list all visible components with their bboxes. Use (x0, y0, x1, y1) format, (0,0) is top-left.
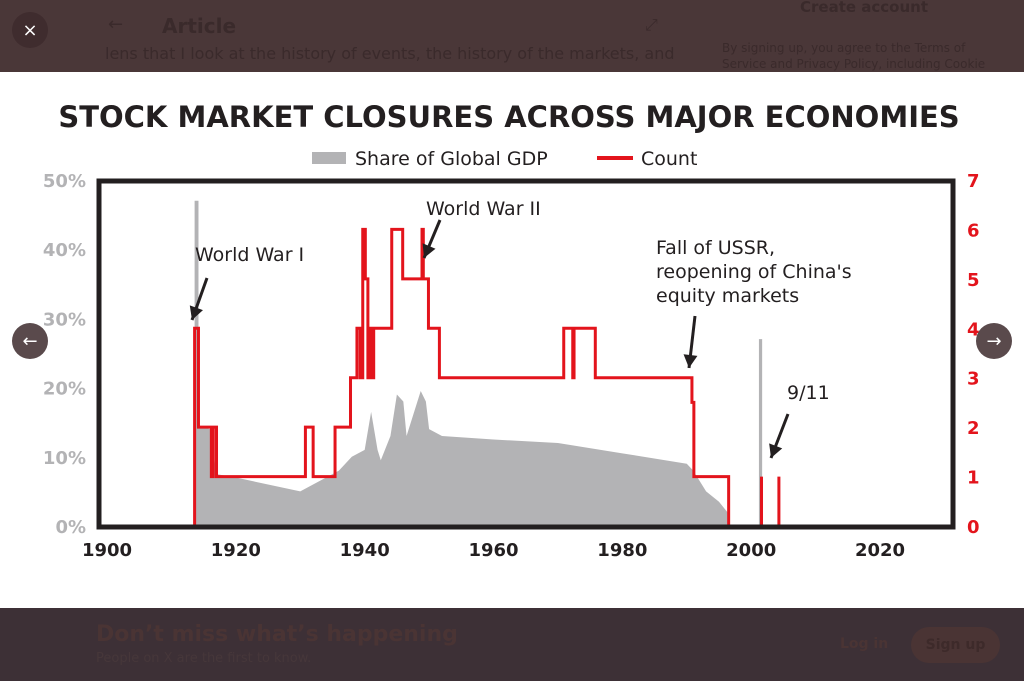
arrow-head-icon (422, 243, 436, 258)
background-page-header: ← Article ⤢ lens that I look at the hist… (0, 0, 1024, 72)
arrow-head-icon (683, 354, 698, 368)
y-left-tick-label: 30% (43, 309, 86, 330)
y-right-tick-label: 5 (967, 270, 980, 291)
header-title: Article (162, 14, 237, 38)
image-viewer: STOCK MARKET CLOSURES ACROSS MAJOR ECONO… (0, 72, 1024, 608)
arrow-head-icon (189, 305, 203, 320)
create-account-title: Create account (800, 0, 929, 16)
y-left-tick-label: 50% (43, 171, 86, 192)
y-left-tick-label: 0% (55, 517, 86, 538)
arrow-head-icon (769, 443, 783, 458)
login-button[interactable]: Log in (840, 636, 889, 652)
x-tick-label: 1960 (468, 540, 518, 561)
legend: Share of Global GDP Count (312, 148, 697, 170)
next-image-button[interactable]: → (976, 323, 1012, 359)
banner-subtitle: People on X are the first to know. (96, 651, 312, 666)
article-snippet: lens that I look at the history of event… (105, 44, 675, 63)
y-left-tick-label: 40% (43, 240, 86, 261)
x-tick-label: 2000 (726, 540, 776, 561)
x-tick-label: 1940 (340, 540, 390, 561)
previous-image-button[interactable]: ← (12, 323, 48, 359)
expand-icon: ⤢ (645, 15, 658, 34)
close-button[interactable]: × (12, 12, 48, 48)
annotation-label: equity markets (656, 285, 799, 307)
x-tick-label: 1980 (597, 540, 647, 561)
y-left-tick-label: 10% (43, 448, 86, 469)
gdp-share-area (194, 200, 763, 526)
y-right-tick-label: 0 (967, 517, 980, 538)
back-arrow-icon: ← (108, 14, 124, 35)
banner-title: Don’t miss what’s happening (96, 622, 458, 647)
y-right-tick-label: 2 (967, 418, 980, 439)
x-tick-label: 2020 (855, 540, 905, 561)
chart-title: STOCK MARKET CLOSURES ACROSS MAJOR ECONO… (58, 100, 959, 134)
annotation-label: World War II (426, 198, 541, 220)
close-icon: × (22, 19, 38, 41)
count-line-0 (193, 227, 731, 526)
legend-label-gdp: Share of Global GDP (355, 148, 548, 170)
legend-label-count: Count (641, 148, 697, 170)
x-tick-label: 1900 (82, 540, 132, 561)
annotation-label: World War I (195, 244, 304, 266)
y-right-tick-label: 6 (967, 220, 980, 241)
y-right-tick-label: 3 (967, 369, 980, 390)
arrow-left-icon: ← (22, 330, 38, 352)
x-tick-label: 1920 (211, 540, 261, 561)
arrow-right-icon: → (986, 330, 1002, 352)
signup-banner: Don’t miss what’s happening People on X … (0, 608, 1024, 681)
signup-button[interactable]: Sign up (911, 627, 1000, 663)
legend-swatch-gdp (312, 152, 346, 164)
annotation-label: reopening of China's (656, 261, 852, 283)
legend-swatch-count (597, 156, 633, 160)
plot-frame (96, 178, 956, 530)
annotation-label: Fall of USSR, (656, 237, 775, 259)
y-left-tick-label: 20% (43, 379, 86, 400)
annotation-label: 9/11 (787, 382, 830, 404)
y-right-tick-label: 7 (967, 171, 980, 192)
chart: STOCK MARKET CLOSURES ACROSS MAJOR ECONO… (43, 100, 980, 561)
count-line-1 (760, 476, 781, 528)
terms-text: By signing up, you agree to the Terms of… (722, 41, 986, 71)
y-right-tick-label: 1 (967, 468, 980, 489)
